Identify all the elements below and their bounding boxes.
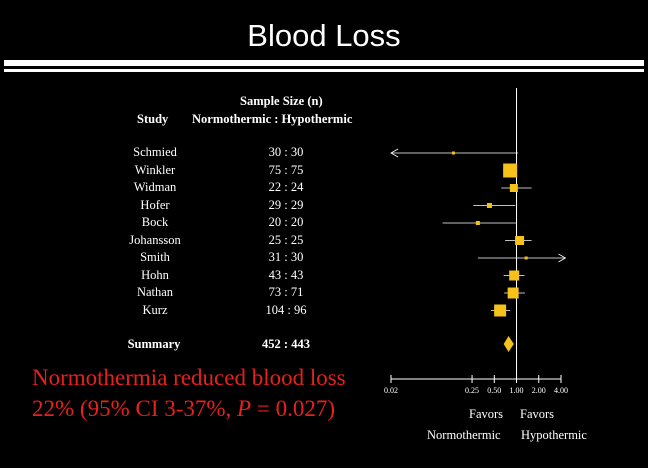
ci-arrow-left	[390, 148, 399, 158]
study-name: Hofer	[140, 197, 170, 212]
study-sample-size: 75 : 75	[268, 162, 304, 177]
study-sample-size: 25 : 25	[268, 232, 304, 247]
title-rule-thin	[4, 69, 644, 72]
ci-arrow-right	[558, 253, 567, 263]
study-name: Nathan	[136, 285, 174, 299]
study-sample-size: 104 : 96	[265, 302, 307, 317]
x-tick-label: 2.00	[531, 386, 546, 395]
favors-right-line2: Hypothermic	[521, 428, 587, 442]
favors-left-line1: Favors	[469, 407, 504, 421]
study-sample-size: 22 : 24	[268, 180, 304, 194]
study-name: Smith	[140, 250, 170, 264]
study-estimate-box	[451, 151, 455, 155]
study-name: Schmied	[133, 145, 177, 159]
study-sample-size: 30 : 30	[268, 145, 304, 159]
sample-size-header: Sample Size (n)	[240, 94, 323, 108]
study-sample-size: 31 : 30	[268, 250, 304, 264]
x-tick-label: 1.00	[509, 386, 524, 395]
caption-p-label: P	[237, 396, 252, 421]
study-estimate-box	[524, 256, 528, 260]
caption-p-value: = 0.027)	[251, 396, 335, 421]
conclusion-caption: Normothermia reduced blood loss 22% (95%…	[32, 362, 362, 424]
x-tick-label: 0.02	[384, 386, 398, 395]
study-name: Winkler	[134, 162, 176, 177]
study-estimate-box	[486, 203, 492, 208]
study-name: Bock	[141, 215, 169, 229]
summary-sample-size: 452 : 443	[262, 337, 310, 351]
study-name: Widman	[133, 180, 177, 194]
x-tick-label: 0.50	[487, 386, 502, 395]
summary-diamond	[503, 336, 514, 352]
study-name: Kurz	[142, 302, 168, 317]
favors-right-line1: Favors	[520, 407, 555, 421]
study-estimate-box	[509, 270, 520, 281]
study-estimate-box	[509, 184, 518, 192]
study-sample-size: 29 : 29	[268, 197, 304, 212]
caption-text: Normothermia reduced blood loss 22% (95%…	[32, 365, 346, 421]
x-tick-label: 0.25	[465, 386, 480, 395]
study-estimate-box	[515, 236, 525, 245]
favors-left-line2: Normothermic	[427, 428, 501, 442]
study-estimate-box	[494, 304, 507, 317]
x-tick-label: 4.00	[554, 386, 568, 395]
groups-header: Normothermic : Hypothermic	[192, 112, 353, 126]
study-estimate-box	[507, 287, 519, 299]
study-estimate-box	[503, 163, 518, 178]
study-name: Hohn	[141, 267, 169, 282]
study-sample-size: 73 : 71	[268, 285, 304, 299]
study-sample-size: 20 : 20	[268, 215, 304, 229]
summary-label: Summary	[127, 337, 181, 351]
slide-title: Blood Loss	[247, 18, 401, 53]
study-sample-size: 43 : 43	[268, 267, 304, 282]
study-name: Johansson	[129, 232, 181, 247]
study-estimate-box	[475, 221, 480, 225]
title-rule-thick	[4, 60, 644, 66]
study-header: Study	[137, 112, 169, 126]
